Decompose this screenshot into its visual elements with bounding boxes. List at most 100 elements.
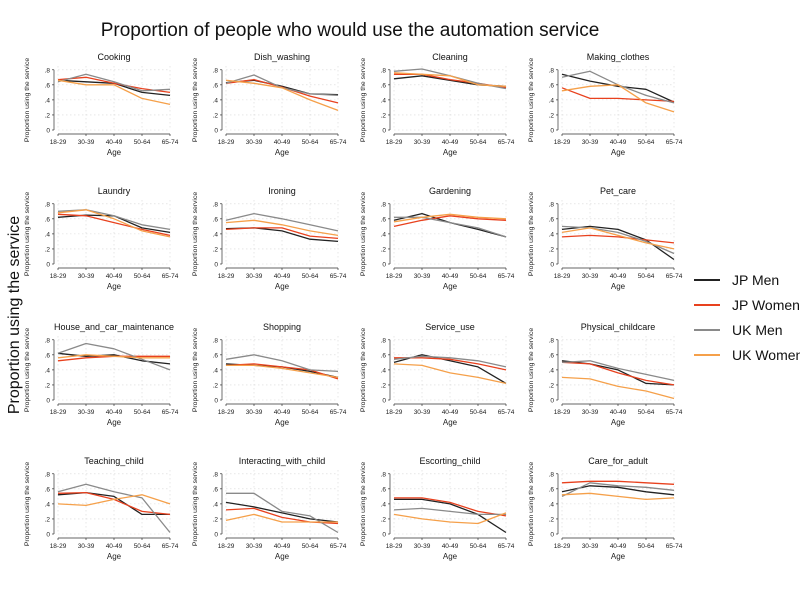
y-tick-label: .8: [381, 201, 387, 208]
series-line-uk-women: [393, 213, 507, 223]
x-axis-label: Age: [443, 282, 458, 291]
series-line-uk-men: [57, 342, 171, 371]
panel-cleaning: Cleaning 0 .2 .4 .6 .8 18-29 30-39 40-49 50-64 65-…: [360, 52, 515, 157]
series-line-uk-women: [57, 494, 171, 507]
x-tick-label: 65-74: [666, 409, 683, 416]
y-tick-label: 0: [46, 128, 50, 135]
panel-physical-childcare: Physical_childcare 0 .2 .4 .6 .8 18-29 30-39 40-…: [528, 322, 683, 427]
y-tick-label: .6: [213, 82, 219, 89]
series-line-uk-women: [225, 79, 339, 112]
series-line-jp-women: [561, 480, 675, 485]
x-tick-label: 40-49: [274, 273, 291, 280]
x-tick-label: 18-29: [386, 543, 403, 550]
y-tick-label: .8: [549, 201, 555, 208]
series-line-uk-women: [57, 79, 171, 106]
y-tick-label: .2: [549, 516, 555, 523]
x-axis-label: Age: [275, 552, 290, 561]
y-tick-label: .6: [381, 216, 387, 223]
x-tick-label: 65-74: [162, 543, 179, 550]
x-tick-label: 50-64: [134, 543, 151, 550]
x-tick-label: 18-29: [218, 409, 235, 416]
x-tick-label: 65-74: [498, 273, 515, 280]
y-tick-label: .6: [213, 216, 219, 223]
y-tick-label: .2: [45, 382, 51, 389]
legend-label: UK Women: [732, 347, 800, 363]
y-tick-label: .4: [549, 231, 555, 238]
series-line-jp-women: [393, 215, 507, 228]
x-tick-label: 50-64: [638, 139, 655, 146]
x-tick-label: 30-39: [78, 139, 95, 146]
series-line-jp-women: [394, 497, 507, 517]
panel-title: Shopping: [263, 322, 301, 332]
panel-title: Laundry: [98, 186, 131, 196]
x-tick-label: 40-49: [274, 409, 291, 416]
x-tick-label: 50-64: [470, 273, 487, 280]
y-tick-label: .8: [381, 67, 387, 74]
y-tick-label: .8: [213, 471, 219, 478]
x-axis-label: Age: [611, 418, 626, 427]
panel-title: Cooking: [97, 52, 130, 62]
x-tick-label: 65-74: [666, 139, 683, 146]
x-tick-label: 30-39: [582, 409, 599, 416]
y-tick-label: .6: [549, 352, 555, 359]
y-tick-label: .4: [45, 367, 51, 374]
panel-title: Care_for_adult: [588, 456, 648, 466]
series-line-jp-women: [225, 227, 339, 240]
x-tick-label: 65-74: [330, 543, 347, 550]
y-tick-label: .2: [381, 382, 387, 389]
y-axis-label: Proportion using the service: [360, 192, 367, 276]
y-tick-label: .2: [381, 246, 387, 253]
x-tick-label: 30-39: [78, 543, 95, 550]
panel-dish-washing: Dish_washing 0 .2 .4 .6 .8 18-29 30-39 40-49 50-6…: [192, 52, 347, 157]
x-tick-label: 40-49: [442, 409, 459, 416]
panel-title: Service_use: [425, 322, 475, 332]
x-tick-label: 50-64: [638, 543, 655, 550]
y-tick-label: .6: [381, 82, 387, 89]
x-tick-label: 40-49: [106, 409, 123, 416]
x-tick-label: 50-64: [638, 273, 655, 280]
y-axis-label: Proportion using the service: [528, 58, 535, 142]
x-tick-label: 18-29: [386, 409, 403, 416]
x-tick-label: 50-64: [638, 409, 655, 416]
y-tick-label: .6: [549, 486, 555, 493]
y-tick-label: .4: [381, 97, 387, 104]
y-tick-label: 0: [214, 128, 218, 135]
y-tick-label: .4: [45, 97, 51, 104]
y-tick-label: 0: [550, 398, 554, 405]
x-tick-label: 18-29: [50, 543, 67, 550]
y-tick-label: 0: [550, 128, 554, 135]
x-tick-label: 30-39: [246, 273, 263, 280]
y-tick-label: .4: [213, 231, 219, 238]
y-tick-label: 0: [382, 532, 386, 539]
x-tick-label: 40-49: [442, 543, 459, 550]
y-tick-label: .8: [213, 337, 219, 344]
x-tick-label: 65-74: [666, 543, 683, 550]
y-tick-label: .6: [381, 486, 387, 493]
x-tick-label: 50-64: [134, 273, 151, 280]
panel-interacting-with-child: Interacting_with_child 0 .2 .4 .6 .8 18-29 30-3…: [192, 456, 347, 561]
panel-title: Cleaning: [432, 52, 468, 62]
panel-title: Making_clothes: [587, 52, 650, 62]
y-tick-label: .2: [213, 112, 219, 119]
y-tick-label: .8: [213, 201, 219, 208]
y-tick-label: .2: [549, 246, 555, 253]
x-tick-label: 65-74: [666, 273, 683, 280]
x-tick-label: 65-74: [162, 139, 179, 146]
panel-title: Dish_washing: [254, 52, 310, 62]
y-tick-label: 0: [46, 532, 50, 539]
y-tick-label: .8: [549, 471, 555, 478]
y-axis-label: Proportion using the service: [528, 328, 535, 412]
x-tick-label: 30-39: [246, 409, 263, 416]
x-tick-label: 65-74: [498, 543, 515, 550]
x-axis-label: Age: [107, 148, 122, 157]
series-line-uk-men: [225, 212, 339, 232]
series-line-jp-men: [561, 225, 675, 261]
y-tick-label: .6: [549, 82, 555, 89]
x-tick-label: 40-49: [106, 139, 123, 146]
x-tick-label: 18-29: [386, 273, 403, 280]
y-tick-label: 0: [46, 398, 50, 405]
series-line-uk-women: [393, 72, 507, 87]
x-tick-label: 18-29: [554, 139, 571, 146]
y-axis-label: Proportion using the service: [24, 58, 31, 142]
